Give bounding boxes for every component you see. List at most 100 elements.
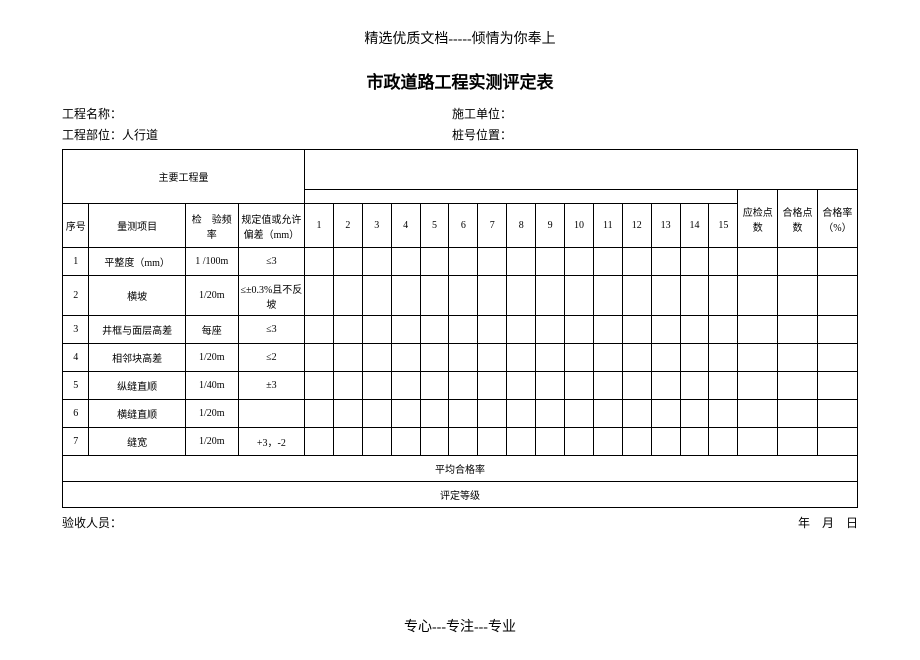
cell-data — [362, 400, 391, 428]
cell-data — [536, 344, 565, 372]
cell-freq: 1/20m — [185, 428, 238, 456]
header-inspect-freq: 检 验频 率 — [185, 204, 238, 248]
cell-data — [651, 372, 680, 400]
cell-data — [709, 344, 738, 372]
row-grade: 评定等级 — [63, 482, 858, 508]
cell-data — [333, 372, 362, 400]
cell-data — [391, 276, 420, 316]
cell-data — [507, 248, 536, 276]
cell-data — [651, 248, 680, 276]
header-col-10: 10 — [565, 204, 594, 248]
cell-data — [593, 316, 622, 344]
date-label: 年 月 日 — [798, 514, 858, 531]
cell-data — [391, 428, 420, 456]
cell-data — [651, 344, 680, 372]
cell-data — [565, 344, 594, 372]
label-grade: 评定等级 — [63, 482, 858, 508]
cell-item: 平整度（mm） — [89, 248, 185, 276]
row-avg-pass-rate: 平均合格率 — [63, 456, 858, 482]
header-blank-top — [305, 150, 858, 190]
project-name-label: 工程名称： — [62, 107, 122, 121]
cell-data — [333, 344, 362, 372]
cell-data — [536, 316, 565, 344]
cell-data — [593, 344, 622, 372]
cell-data — [449, 316, 478, 344]
cell-data — [536, 400, 565, 428]
table-row: 6 横缝直顺 1/20m — [63, 400, 858, 428]
cell-freq: 1 /100m — [185, 248, 238, 276]
cell-data — [778, 248, 818, 276]
cell-data — [738, 316, 778, 344]
cell-data — [507, 316, 536, 344]
cell-data — [622, 248, 651, 276]
cell-data — [565, 400, 594, 428]
cell-data — [709, 316, 738, 344]
cell-data — [817, 248, 857, 276]
info-row-2: 工程部位：人行道 桩号位置： — [0, 124, 920, 145]
cell-data — [817, 276, 857, 316]
cell-freq: 1/20m — [185, 276, 238, 316]
cell-data — [478, 248, 507, 276]
footer-row: 验收人员： 年 月 日 — [0, 508, 920, 531]
cell-seq: 7 — [63, 428, 89, 456]
cell-data — [478, 400, 507, 428]
table-row: 2 横坡 1/20m ≤±0.3%且不反坡 — [63, 276, 858, 316]
cell-data — [333, 248, 362, 276]
header-pass-count: 合格点数 — [778, 190, 818, 248]
cell-data — [651, 316, 680, 344]
cell-data — [817, 372, 857, 400]
cell-seq: 4 — [63, 344, 89, 372]
header-col-12: 12 — [622, 204, 651, 248]
cell-dev — [238, 400, 304, 428]
cell-data — [622, 276, 651, 316]
cell-data — [449, 428, 478, 456]
cell-data — [593, 276, 622, 316]
cell-data — [738, 344, 778, 372]
header-col-5: 5 — [420, 204, 449, 248]
header-col-2: 2 — [333, 204, 362, 248]
cell-data — [536, 276, 565, 316]
cell-data — [778, 428, 818, 456]
cell-data — [420, 248, 449, 276]
cell-data — [305, 276, 334, 316]
cell-data — [333, 316, 362, 344]
cell-data — [391, 372, 420, 400]
cell-data — [478, 344, 507, 372]
label-avg-pass-rate: 平均合格率 — [63, 456, 858, 482]
cell-data — [305, 248, 334, 276]
cell-data — [507, 276, 536, 316]
info-row-1: 工程名称： 施工单位： — [0, 103, 920, 124]
table-container: 主要工程量 应检点数 合格点数 合格率（%） 序号 量测项目 检 验频 率 规定… — [0, 145, 920, 508]
cell-data — [333, 276, 362, 316]
cell-data — [651, 276, 680, 316]
cell-data — [478, 316, 507, 344]
cell-data — [305, 344, 334, 372]
cell-data — [593, 400, 622, 428]
cell-seq: 6 — [63, 400, 89, 428]
header-col-14: 14 — [680, 204, 709, 248]
cell-dev: +3，-2 — [238, 428, 304, 456]
header-measure-item: 量测项目 — [89, 204, 185, 248]
cell-item: 井框与面层高差 — [89, 316, 185, 344]
header-col-3: 3 — [362, 204, 391, 248]
cell-data — [507, 344, 536, 372]
cell-item: 横缝直顺 — [89, 400, 185, 428]
cell-data — [449, 248, 478, 276]
cell-data — [778, 400, 818, 428]
table-row: 1 平整度（mm） 1 /100m ≤3 — [63, 248, 858, 276]
cell-data — [709, 248, 738, 276]
header-col-13: 13 — [651, 204, 680, 248]
cell-seq: 5 — [63, 372, 89, 400]
cell-data — [680, 316, 709, 344]
cell-data — [536, 248, 565, 276]
cell-item: 缝宽 — [89, 428, 185, 456]
cell-seq: 1 — [63, 248, 89, 276]
page-header: 精选优质文档-----倾情为你奉上 — [0, 0, 920, 68]
cell-data — [362, 344, 391, 372]
cell-data — [565, 276, 594, 316]
cell-data — [565, 372, 594, 400]
header-col-8: 8 — [507, 204, 536, 248]
header-col-1: 1 — [305, 204, 334, 248]
cell-data — [817, 316, 857, 344]
cell-data — [680, 400, 709, 428]
